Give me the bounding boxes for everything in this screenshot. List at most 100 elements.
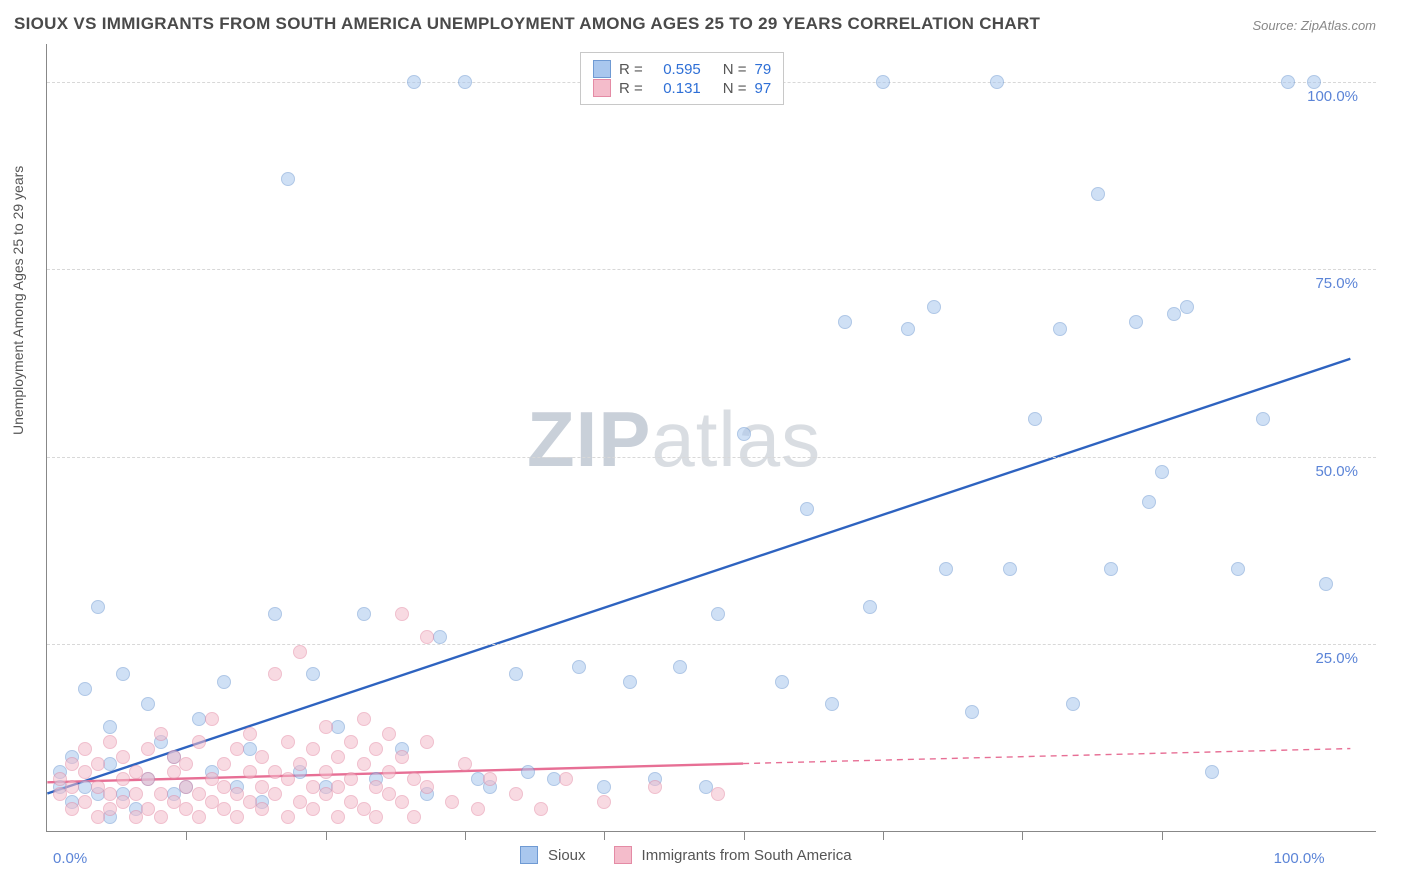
- data-point: [1231, 562, 1245, 576]
- data-point: [737, 427, 751, 441]
- data-point: [167, 765, 181, 779]
- watermark: ZIPatlas: [527, 394, 821, 485]
- x-tick-mark: [465, 832, 466, 840]
- data-point: [319, 787, 333, 801]
- data-point: [217, 675, 231, 689]
- data-point: [357, 712, 371, 726]
- series-legend: SiouxImmigrants from South America: [520, 846, 870, 864]
- data-point: [243, 765, 257, 779]
- data-point: [281, 772, 295, 786]
- data-point: [863, 600, 877, 614]
- data-point: [243, 727, 257, 741]
- data-point: [711, 607, 725, 621]
- data-point: [331, 750, 345, 764]
- data-point: [306, 802, 320, 816]
- x-tick-label: 0.0%: [53, 850, 87, 867]
- data-point: [1003, 562, 1017, 576]
- legend-swatch: [614, 846, 632, 864]
- data-point: [293, 757, 307, 771]
- legend-r-value: 0.131: [651, 80, 701, 97]
- legend-swatch: [593, 79, 611, 97]
- data-point: [192, 735, 206, 749]
- legend-r-label: R =: [619, 80, 643, 97]
- data-point: [711, 787, 725, 801]
- data-point: [268, 787, 282, 801]
- data-point: [572, 660, 586, 674]
- data-point: [876, 75, 890, 89]
- data-point: [205, 712, 219, 726]
- data-point: [319, 765, 333, 779]
- data-point: [53, 787, 67, 801]
- data-point: [597, 795, 611, 809]
- data-point: [775, 675, 789, 689]
- data-point: [281, 172, 295, 186]
- data-point: [420, 735, 434, 749]
- data-point: [179, 757, 193, 771]
- data-point: [939, 562, 953, 576]
- data-point: [331, 810, 345, 824]
- x-tick-mark: [326, 832, 327, 840]
- data-point: [648, 780, 662, 794]
- data-point: [103, 735, 117, 749]
- data-point: [534, 802, 548, 816]
- data-point: [673, 660, 687, 674]
- data-point: [597, 780, 611, 794]
- data-point: [141, 742, 155, 756]
- data-point: [927, 300, 941, 314]
- x-tick-mark: [883, 832, 884, 840]
- data-point: [382, 765, 396, 779]
- x-tick-label: 100.0%: [1274, 850, 1325, 867]
- x-tick-mark: [1162, 832, 1163, 840]
- data-point: [1155, 465, 1169, 479]
- data-point: [559, 772, 573, 786]
- legend-r-label: R =: [619, 61, 643, 78]
- correlation-legend: R =0.595N =79R =0.131N =97: [580, 52, 784, 105]
- data-point: [141, 697, 155, 711]
- data-point: [395, 607, 409, 621]
- data-point: [1129, 315, 1143, 329]
- y-tick-label: 100.0%: [1307, 88, 1358, 105]
- x-tick-mark: [1022, 832, 1023, 840]
- legend-swatch: [593, 60, 611, 78]
- data-point: [91, 810, 105, 824]
- data-point: [1167, 307, 1181, 321]
- data-point: [395, 750, 409, 764]
- data-point: [357, 607, 371, 621]
- data-point: [509, 667, 523, 681]
- data-point: [255, 802, 269, 816]
- data-point: [458, 757, 472, 771]
- data-point: [1307, 75, 1321, 89]
- data-point: [623, 675, 637, 689]
- data-point: [1281, 75, 1295, 89]
- data-point: [395, 795, 409, 809]
- data-point: [230, 742, 244, 756]
- data-point: [1104, 562, 1118, 576]
- grid-line: [47, 269, 1376, 270]
- watermark-rest: atlas: [651, 395, 821, 483]
- data-point: [521, 765, 535, 779]
- data-point: [800, 502, 814, 516]
- legend-n-label: N =: [723, 80, 747, 97]
- data-point: [965, 705, 979, 719]
- data-point: [281, 810, 295, 824]
- x-tick-mark: [604, 832, 605, 840]
- data-point: [65, 780, 79, 794]
- data-point: [369, 810, 383, 824]
- data-point: [369, 742, 383, 756]
- data-point: [192, 810, 206, 824]
- legend-swatch: [520, 846, 538, 864]
- y-axis-label: Unemployment Among Ages 25 to 29 years: [10, 166, 26, 435]
- data-point: [331, 780, 345, 794]
- data-point: [1180, 300, 1194, 314]
- data-point: [268, 607, 282, 621]
- data-point: [129, 810, 143, 824]
- data-point: [825, 697, 839, 711]
- data-point: [1053, 322, 1067, 336]
- data-point: [407, 810, 421, 824]
- data-point: [382, 727, 396, 741]
- data-point: [1091, 187, 1105, 201]
- data-point: [458, 75, 472, 89]
- data-point: [331, 720, 345, 734]
- data-point: [103, 757, 117, 771]
- data-point: [116, 667, 130, 681]
